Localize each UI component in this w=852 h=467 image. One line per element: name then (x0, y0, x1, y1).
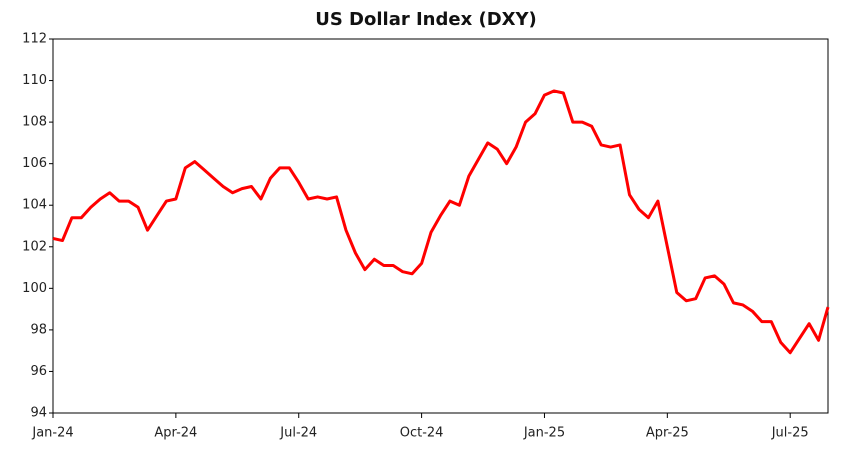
plot-frame (52, 38, 829, 414)
x-tick-label: Jan-24 (31, 426, 73, 441)
y-tick-label: 110 (22, 73, 47, 88)
x-tick-label: Jan-25 (523, 426, 565, 441)
y-tick-label: 106 (22, 156, 47, 171)
x-tick-label: Apr-25 (646, 426, 689, 441)
y-tick-label: 96 (30, 364, 47, 379)
line-series (52, 89, 830, 355)
x-tick-label: Jul-25 (771, 426, 809, 441)
x-tick-label: Jul-24 (279, 426, 317, 441)
y-tick-label: 100 (22, 281, 47, 296)
y-tick-label: 112 (22, 32, 47, 47)
y-tick-label: 94 (30, 406, 47, 421)
x-tick-label: Oct-24 (400, 426, 444, 441)
x-tick-label: Apr-24 (154, 426, 197, 441)
y-tick-label: 108 (22, 115, 47, 130)
y-tick-label: 102 (22, 239, 47, 254)
y-tick-label: 104 (22, 198, 47, 213)
chart-title: US Dollar Index (DXY) (315, 9, 537, 30)
y-tick-label: 98 (30, 322, 47, 337)
